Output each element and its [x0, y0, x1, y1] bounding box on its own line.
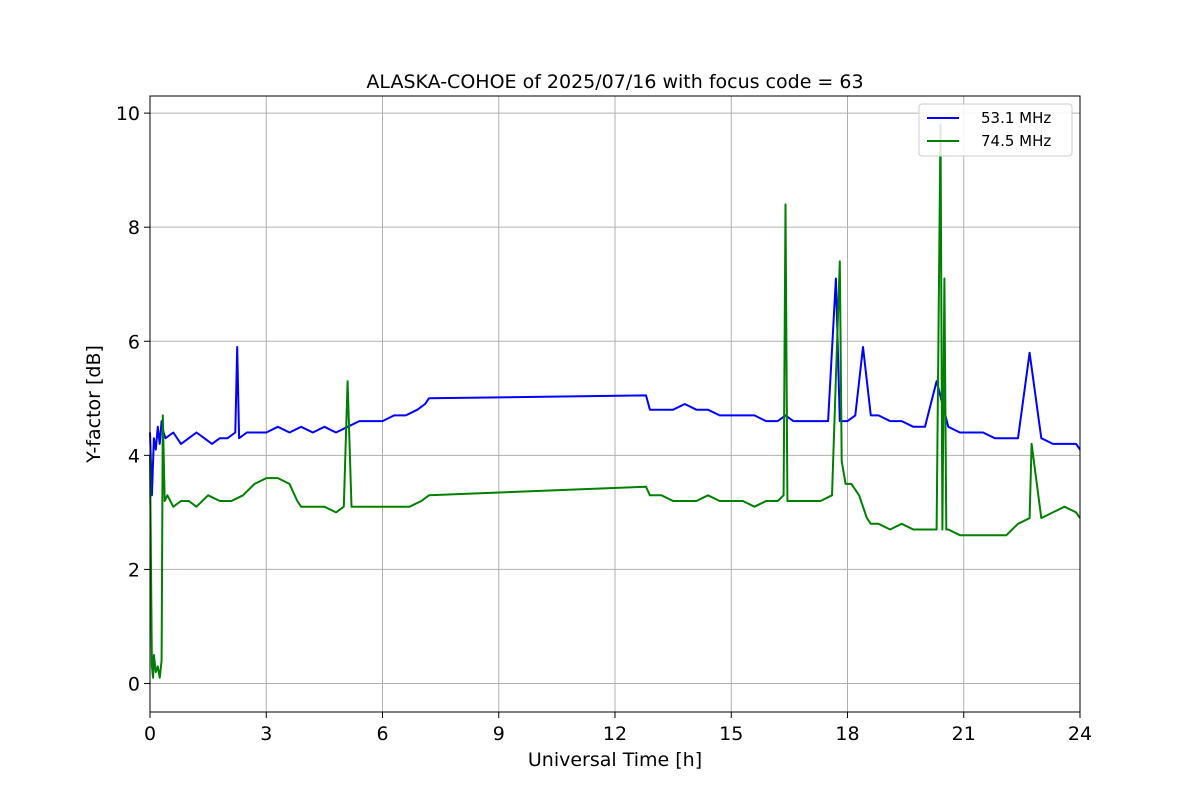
x-tick-label: 24	[1068, 723, 1092, 745]
y-tick-label: 4	[128, 445, 140, 467]
chart-title: ALASKA-COHOE of 2025/07/16 with focus co…	[366, 71, 863, 93]
y-tick-label: 10	[116, 103, 140, 125]
y-axis-label: Y-factor [dB]	[83, 345, 105, 464]
x-tick-label: 18	[835, 723, 859, 745]
series-line-1	[149, 277, 1081, 497]
x-tick-label: 12	[603, 723, 627, 745]
x-axis-label: Universal Time [h]	[528, 749, 702, 771]
x-tick-label: 9	[493, 723, 505, 745]
x-tick-label: 6	[376, 723, 388, 745]
x-tick-label: 0	[144, 723, 156, 745]
series-line-2	[149, 123, 1081, 679]
x-tick-label: 3	[260, 723, 272, 745]
series-layer	[149, 123, 1081, 679]
legend-label: 74.5 MHz	[981, 132, 1051, 150]
x-tick-label: 21	[952, 723, 976, 745]
legend-label: 53.1 MHz	[981, 109, 1051, 127]
y-tick-label: 0	[128, 673, 140, 695]
legend: 53.1 MHz 74.5 MHz	[918, 103, 1073, 157]
y-tick-label: 6	[128, 331, 140, 353]
x-tick-label: 15	[719, 723, 743, 745]
y-tick-label: 2	[128, 559, 140, 581]
y-tick-label: 8	[128, 217, 140, 239]
